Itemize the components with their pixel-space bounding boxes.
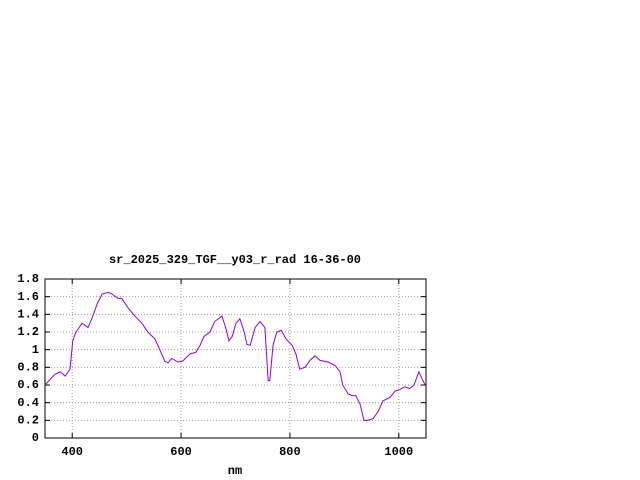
y-tick-label: 0.6 bbox=[17, 378, 39, 392]
y-tick-label: 1.2 bbox=[17, 325, 39, 339]
y-tick-label: 1.8 bbox=[17, 272, 39, 286]
x-tick-label: 600 bbox=[170, 445, 192, 459]
y-tick-label: 1.6 bbox=[17, 290, 39, 304]
x-axis-label: nm bbox=[228, 464, 242, 478]
y-tick-label: 0.2 bbox=[17, 414, 39, 428]
plot-frame bbox=[44, 278, 427, 439]
y-tick-label: 1 bbox=[32, 343, 39, 357]
line-series bbox=[44, 291, 427, 421]
y-tick-label: 0.4 bbox=[17, 396, 39, 410]
x-tick-label: 1000 bbox=[384, 445, 413, 459]
x-tick-label: 400 bbox=[61, 445, 83, 459]
y-tick-label: 1.4 bbox=[17, 308, 39, 322]
y-tick-label: 0 bbox=[32, 431, 39, 445]
x-tick-label: 800 bbox=[279, 445, 301, 459]
chart-title: sr_2025_329_TGF__y03_r_rad 16-36-00 bbox=[109, 253, 361, 267]
y-tick-label: 0.8 bbox=[17, 361, 39, 375]
